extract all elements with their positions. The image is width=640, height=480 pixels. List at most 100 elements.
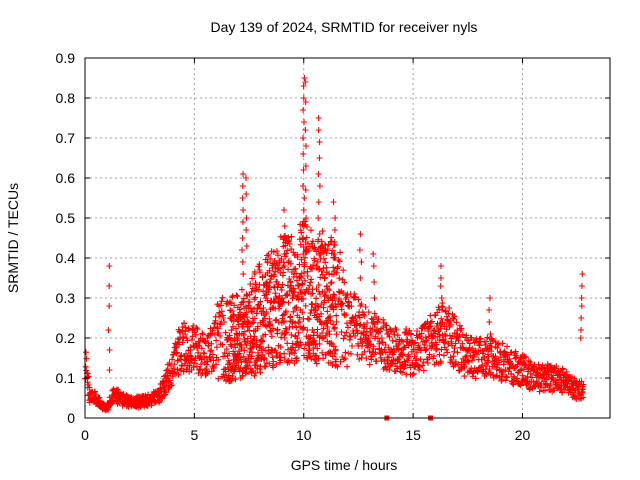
data-point — [323, 292, 329, 299]
data-point — [365, 335, 372, 341]
data-point — [292, 265, 299, 272]
data-point — [268, 333, 275, 340]
data-point — [229, 323, 236, 330]
data-point — [579, 388, 586, 395]
data-point — [160, 379, 167, 386]
data-point — [282, 325, 289, 332]
data-point — [217, 332, 223, 339]
data-point — [342, 349, 349, 356]
data-point — [311, 356, 318, 363]
data-point — [257, 343, 263, 350]
data-point — [382, 349, 389, 356]
data-point — [302, 302, 309, 309]
y-tick-label: 0.6 — [56, 170, 76, 186]
data-point — [261, 355, 268, 362]
data-point — [312, 341, 319, 348]
data-point — [370, 263, 377, 269]
data-point — [324, 308, 331, 315]
data-point — [226, 350, 233, 357]
data-point — [208, 368, 215, 375]
data-point — [399, 369, 406, 376]
data-point — [427, 319, 434, 326]
data-point — [106, 263, 113, 269]
data-point — [300, 296, 307, 303]
data-point — [286, 240, 293, 247]
data-point — [302, 163, 309, 169]
data-point — [386, 326, 393, 332]
data-point — [360, 311, 367, 318]
data-point — [335, 257, 342, 263]
data-point — [183, 350, 189, 357]
data-point — [190, 322, 197, 329]
data-point — [300, 251, 307, 257]
plot-frame — [84, 57, 611, 419]
data-point — [323, 264, 330, 271]
data-point — [306, 316, 313, 323]
chart-title: Day 139 of 2024, SRMTID for receiver nyl… — [211, 19, 478, 35]
data-point — [278, 256, 285, 262]
data-point — [327, 317, 334, 324]
data-point — [363, 355, 370, 362]
data-point — [277, 354, 284, 361]
data-point — [306, 335, 313, 342]
data-point — [320, 304, 327, 311]
data-point — [256, 269, 263, 276]
data-point — [213, 361, 219, 368]
data-point — [356, 314, 363, 321]
data-point — [313, 295, 320, 302]
data-point — [512, 355, 519, 362]
data-point — [322, 259, 329, 266]
data-point — [333, 356, 339, 363]
data-point — [300, 183, 306, 189]
data-point — [238, 299, 245, 306]
data-point — [413, 357, 420, 364]
data-point — [279, 299, 286, 306]
data-point — [239, 235, 246, 241]
data-point — [437, 325, 444, 332]
data-point — [195, 349, 202, 356]
data-point — [443, 313, 450, 320]
data-point — [290, 285, 297, 292]
data-point — [324, 245, 331, 252]
data-point — [266, 267, 273, 274]
data-point — [283, 291, 290, 297]
data-point — [456, 367, 463, 374]
data-point — [287, 313, 294, 320]
data-point — [301, 75, 308, 81]
data-point — [495, 359, 502, 366]
data-point — [299, 236, 306, 243]
data-point — [436, 351, 443, 358]
data-point — [366, 338, 373, 345]
data-point — [410, 370, 417, 377]
data-point — [266, 279, 273, 286]
data-point — [370, 345, 377, 352]
data-point — [445, 310, 452, 317]
axis-ticks-layer: 0 0.1 0.2 0.3 0.4 0.5 0.6 0.7 0.8 0.9 0 5 10 15 20 — [56, 50, 610, 443]
data-point — [283, 308, 289, 315]
data-point — [371, 324, 378, 330]
data-point — [252, 294, 259, 301]
data-point — [267, 256, 274, 263]
data-point — [317, 318, 323, 324]
data-point — [300, 83, 307, 89]
data-point — [315, 171, 322, 177]
data-point — [483, 363, 490, 369]
data-point — [221, 319, 228, 325]
data-point — [451, 345, 458, 352]
data-point — [342, 355, 349, 362]
data-point — [199, 331, 206, 338]
data-point — [193, 363, 200, 370]
data-point — [386, 366, 393, 373]
data-point — [193, 324, 200, 331]
data-point — [423, 337, 430, 344]
data-point — [464, 337, 470, 344]
data-point — [257, 298, 264, 305]
data-point — [338, 306, 345, 313]
data-point — [447, 317, 454, 324]
data-point — [189, 336, 195, 343]
data-point — [366, 361, 373, 368]
data-point — [259, 338, 266, 345]
data-point — [184, 337, 191, 344]
data-point — [304, 326, 311, 333]
data-point — [298, 256, 305, 263]
